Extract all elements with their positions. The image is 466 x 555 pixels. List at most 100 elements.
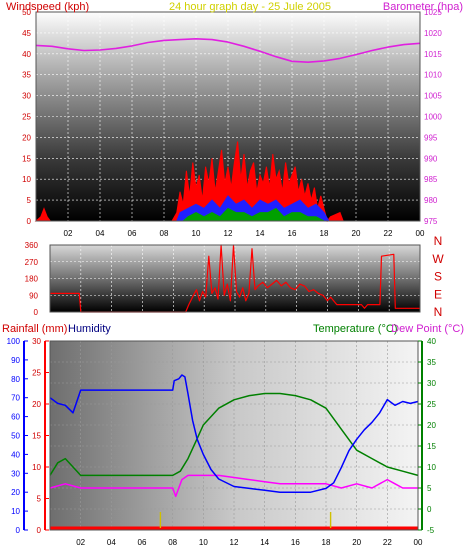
- dewpoint-axis-label: Dew Point (°C): [391, 323, 464, 335]
- humidity-series: [49, 374, 419, 493]
- time-tick-label: 08: [160, 229, 169, 238]
- barometer-tick-label: 1010: [424, 71, 442, 80]
- rainfall-tick-label: 25: [32, 369, 41, 378]
- barometer-tick-label: 1020: [424, 29, 442, 38]
- barometer-tick-label: 975: [424, 217, 438, 226]
- direction-plot-frame: [49, 244, 421, 313]
- temperature-tick-label: 20: [427, 421, 436, 430]
- time-tick-label: 06: [128, 229, 137, 238]
- time-tick-label: 16: [291, 538, 300, 547]
- humidity-tick-label: 20: [11, 488, 20, 497]
- compass-label: N: [434, 234, 443, 248]
- dewpoint-series: [49, 474, 418, 498]
- rainfall-axis-label: Rainfall (mm): [2, 323, 67, 335]
- time-tick-label: 02: [64, 229, 73, 238]
- time-tick-label: 10: [192, 229, 201, 238]
- temperature-tick-label: 0: [427, 505, 432, 514]
- temperature-tick-label: 25: [427, 400, 436, 409]
- temperature-tick-label: 40: [427, 337, 436, 346]
- temperature-tick-label: -5: [427, 526, 435, 535]
- rainfall-tick-label: 10: [32, 463, 41, 472]
- windspeed-tick-label: 25: [22, 113, 31, 122]
- compass-label: N: [434, 305, 443, 319]
- chart-title: 24 hour graph day - 25 Jule 2005: [169, 1, 331, 13]
- compass-label: W: [432, 252, 444, 266]
- time-tick-label: 14: [260, 538, 269, 547]
- wind-time-tick-labels: 02 04 06 08 10 12 14 16 18 20 22 00: [64, 229, 425, 238]
- time-tick-label: 12: [224, 229, 233, 238]
- humidity-tick-label: 50: [11, 432, 20, 441]
- temp-series: [49, 374, 419, 530]
- rainfall-tick-label: 0: [37, 526, 42, 535]
- windspeed-axis-label: Windspeed (kph): [6, 1, 89, 13]
- humidity-axis-label: Humidity: [68, 323, 111, 335]
- direction-degree-tick-label: 0: [34, 308, 39, 317]
- humidity-tick-label: 40: [11, 450, 20, 459]
- windspeed-tick-labels: 0 5 10 15 20 25 30 35 40 45 50: [22, 8, 31, 226]
- rainfall-tick-label: 30: [32, 337, 41, 346]
- temperature-axis-label: Temperature (°C): [313, 323, 397, 335]
- barometer-tick-label: 985: [424, 175, 438, 184]
- temperature-tick-label: 15: [427, 442, 436, 451]
- windspeed-tick-label: 10: [22, 175, 31, 184]
- windspeed-tick-label: 30: [22, 92, 31, 101]
- rainfall-tick-labels: 0 5 10 15 20 25 30: [32, 337, 49, 535]
- wind-series: [34, 37, 421, 223]
- direction-series: [50, 244, 420, 313]
- barometer-tick-label: 1025: [424, 8, 442, 17]
- humidity-tick-label: 90: [11, 356, 20, 365]
- windspeed-tick-label: 0: [27, 217, 32, 226]
- temp-humidity-panel: 0 10 20 30 40 50 60 70 80 90 100 0 5 10 15 20 25 30 -5 0 5…: [2, 323, 464, 547]
- wind-plot-frame: [35, 11, 421, 222]
- temperature-tick-labels: -5 0 5 10 15 20 25 30 35 40: [418, 337, 436, 535]
- barometer-series: [35, 37, 421, 64]
- windspeed-tick-label: 15: [22, 154, 31, 163]
- windspeed-tick-label: 45: [22, 29, 31, 38]
- rainfall-tick-label: 15: [32, 432, 41, 441]
- wind-direction-series: [50, 244, 420, 313]
- barometer-tick-label: 1005: [424, 92, 442, 101]
- time-tick-label: 18: [320, 229, 329, 238]
- temp-time-tick-labels: 02 04 06 08 10 12 14 16 18 20 22 00: [76, 538, 423, 547]
- barometer-tick-label: 980: [424, 196, 438, 205]
- barometer-tick-label: 1015: [424, 50, 442, 59]
- temp-grid: [50, 341, 418, 530]
- temperature-tick-label: 10: [427, 463, 436, 472]
- time-tick-label: 04: [96, 229, 105, 238]
- wind-grid: [36, 12, 420, 221]
- humidity-tick-label: 60: [11, 413, 20, 422]
- time-tick-label: 00: [414, 538, 423, 547]
- humidity-tick-label: 100: [7, 337, 21, 346]
- barometer-tick-label: 995: [424, 133, 438, 142]
- windspeed-tick-label: 20: [22, 133, 31, 142]
- temperature-tick-label: 5: [427, 484, 432, 493]
- compass-label: E: [434, 287, 442, 301]
- barometer-tick-labels: 975 980 985 990 995 1000 1005 1010 1015 1020 1025: [424, 8, 442, 226]
- windspeed-tick-label: 5: [27, 196, 32, 205]
- humidity-tick-label: 10: [11, 507, 20, 516]
- time-tick-label: 20: [352, 229, 361, 238]
- temperature-tick-label: 35: [427, 358, 436, 367]
- windspeed-tick-label: 35: [22, 71, 31, 80]
- humidity-tick-label: 70: [11, 394, 20, 403]
- barometer-axis-label: Barometer (hpa): [383, 1, 463, 13]
- time-tick-label: 00: [416, 229, 425, 238]
- temp-plot-frame: [49, 340, 419, 531]
- humidity-tick-label: 80: [11, 375, 20, 384]
- direction-degree-tick-labels: 0 90 180 270 360: [25, 241, 39, 317]
- time-tick-label: 14: [256, 229, 265, 238]
- time-tick-label: 10: [199, 538, 208, 547]
- wind-gust-series: [34, 141, 420, 223]
- wind-low-series: [181, 207, 325, 222]
- time-tick-label: 16: [288, 229, 297, 238]
- rainfall-tick-label: 5: [37, 495, 42, 504]
- time-tick-label: 04: [107, 538, 116, 547]
- direction-degree-tick-label: 270: [25, 258, 39, 267]
- time-tick-label: 06: [138, 538, 147, 547]
- time-tick-label: 02: [76, 538, 85, 547]
- rainfall-tick-label: 20: [32, 400, 41, 409]
